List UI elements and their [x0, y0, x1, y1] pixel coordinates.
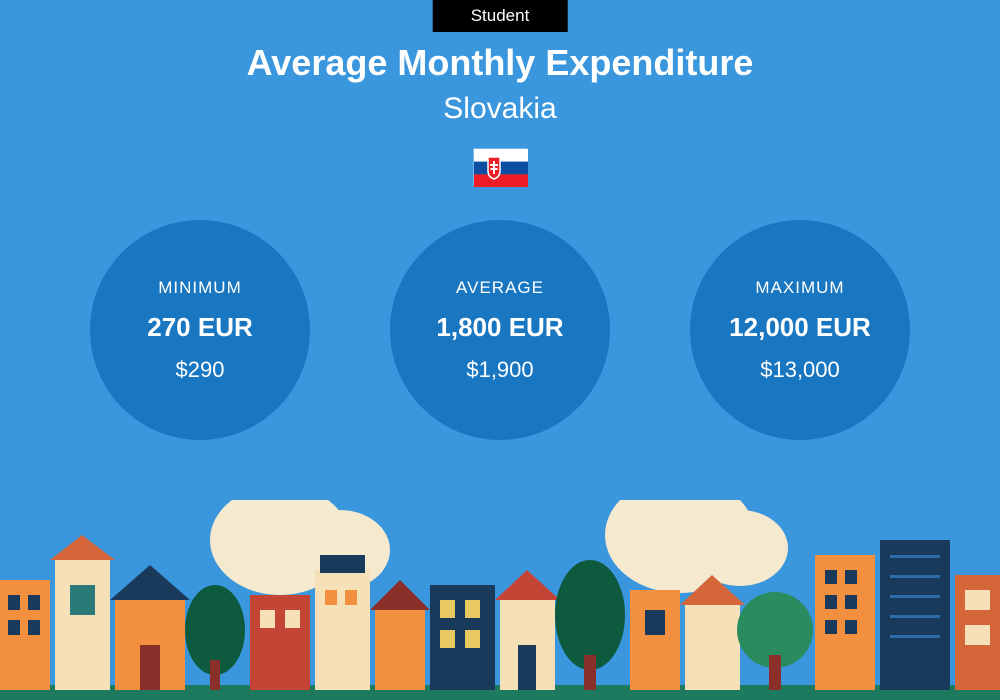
- stat-label: MAXIMUM: [755, 278, 844, 298]
- stat-circles-row: MINIMUM 270 EUR $290 AVERAGE 1,800 EUR $…: [0, 220, 1000, 440]
- infographic-container: Student Average Monthly Expenditure Slov…: [0, 0, 1000, 700]
- stat-label: AVERAGE: [456, 278, 544, 298]
- stat-eur-value: 270 EUR: [147, 312, 253, 343]
- stat-eur-value: 1,800 EUR: [436, 312, 563, 343]
- stat-label: MINIMUM: [158, 278, 241, 298]
- stat-usd-value: $1,900: [466, 357, 533, 383]
- category-badge: Student: [433, 0, 568, 32]
- stat-eur-value: 12,000 EUR: [729, 312, 871, 343]
- average-circle: AVERAGE 1,800 EUR $1,900: [390, 220, 610, 440]
- minimum-circle: MINIMUM 270 EUR $290: [90, 220, 310, 440]
- maximum-circle: MAXIMUM 12,000 EUR $13,000: [690, 220, 910, 440]
- stat-usd-value: $13,000: [760, 357, 840, 383]
- country-name: Slovakia: [0, 92, 1000, 126]
- page-title: Average Monthly Expenditure: [0, 42, 1000, 84]
- stat-usd-value: $290: [176, 357, 225, 383]
- cityscape-illustration: [0, 500, 1000, 700]
- slovakia-flag-icon: [473, 148, 527, 186]
